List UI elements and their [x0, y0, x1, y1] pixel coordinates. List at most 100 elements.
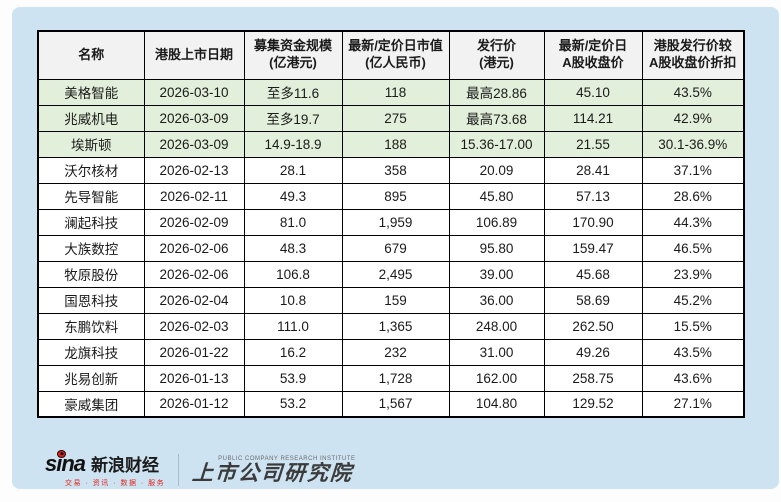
table-cell: 兆威机电 [37, 104, 145, 132]
table-cell: 14.9-18.9 [243, 130, 343, 158]
table-cell: 188 [341, 130, 450, 158]
table-cell: 895 [341, 182, 450, 210]
table-row: 牧原股份 2026-02-06 106.8 2,495 39.00 45.68 23.9% [37, 260, 745, 288]
research-institute-logo: PUBLIC COMPANY RESEARCH INSTITUTE 上市公司研究… [191, 454, 356, 486]
table-cell: 豪威集团 [37, 390, 145, 418]
table-cell: 2026-02-06 [143, 260, 245, 288]
hk-ipo-discount-table: 名称 港股上市日期 募集资金规模 (亿港元) 最新/定价日市值 (亿人民币) 发… [37, 30, 745, 418]
table-cell: 2026-02-13 [143, 156, 245, 184]
table-cell: 43.5% [641, 338, 745, 366]
table-cell: 95.80 [448, 234, 545, 262]
table-cell: 28.41 [543, 156, 643, 184]
table-row: 美格智能 2026-03-10 至多11.6 118 最高28.86 45.10 43.5% [37, 78, 745, 106]
table-cell: 118 [341, 78, 450, 106]
table-cell: 49.26 [543, 338, 643, 366]
table-cell: 2026-03-10 [143, 78, 245, 106]
table-cell: 43.5% [641, 78, 745, 106]
table-row: 龙旗科技 2026-01-22 16.2 232 31.00 49.26 43.5% [37, 338, 745, 366]
table-cell: 111.0 [243, 312, 343, 340]
institute-chinese-text: 上市公司研究院 [191, 461, 355, 485]
table-cell: 1,959 [341, 208, 450, 236]
table-cell: 2026-01-22 [143, 338, 245, 366]
table-cell: 679 [341, 234, 450, 262]
table-cell: 2026-02-11 [143, 182, 245, 210]
table-cell: 53.9 [243, 364, 343, 392]
table-cell: 10.8 [243, 286, 343, 314]
table-cell: 275 [341, 104, 450, 132]
table-row: 国恩科技 2026-02-04 10.8 159 36.00 58.69 45.2% [37, 286, 745, 314]
table-cell: 258.75 [543, 364, 643, 392]
table-cell: 2026-01-13 [143, 364, 245, 392]
content-card: 名称 港股上市日期 募集资金规模 (亿港元) 最新/定价日市值 (亿人民币) 发… [12, 7, 779, 489]
table-cell: 2026-02-06 [143, 234, 245, 262]
table-cell: 至多19.7 [243, 104, 343, 132]
sina-brand-text: 新浪财经 [91, 455, 160, 475]
table-cell: 45.80 [448, 182, 545, 210]
table-cell: 澜起科技 [37, 208, 145, 236]
table-cell: 232 [341, 338, 450, 366]
sina-logo-row: sina 新浪财经 [45, 449, 165, 476]
table-cell: 2026-02-09 [143, 208, 245, 236]
table-cell: 28.6% [641, 182, 745, 210]
table-cell: 31.00 [448, 338, 545, 366]
table-cell: 兆易创新 [37, 364, 145, 392]
table-cell: 43.6% [641, 364, 745, 392]
table-cell: 57.13 [543, 182, 643, 210]
table-cell: 2026-03-09 [143, 130, 245, 158]
table-row: 先导智能 2026-02-11 49.3 895 45.80 57.13 28.6% [37, 182, 745, 210]
table-cell: 49.3 [243, 182, 343, 210]
table-cell: 45.2% [641, 286, 745, 314]
table-cell: 先导智能 [37, 182, 145, 210]
sina-wordmark: sina [45, 449, 86, 476]
table-cell: 129.52 [543, 390, 643, 418]
table-cell: 162.00 [448, 364, 545, 392]
table-cell: 248.00 [448, 312, 545, 340]
table-cell: 沃尔核材 [37, 156, 145, 184]
table-row: 澜起科技 2026-02-09 81.0 1,959 106.89 170.90 44.3% [37, 208, 745, 236]
institute-english-text: PUBLIC COMPANY RESEARCH INSTITUTE [218, 455, 356, 462]
table-header: 名称 港股上市日期 募集资金规模 (亿港元) 最新/定价日市值 (亿人民币) 发… [37, 30, 745, 80]
table-cell: 20.09 [448, 156, 545, 184]
footer-logos: sina 新浪财经 交易 · 资讯 · 数据 · 服务 PUBLIC COMPA… [45, 448, 355, 492]
table-cell: 至多11.6 [243, 78, 343, 106]
sina-finance-logo: sina 新浪财经 交易 · 资讯 · 数据 · 服务 [45, 449, 165, 488]
table-row: 沃尔核材 2026-02-13 28.1 358 20.09 28.41 37.1% [37, 156, 745, 184]
table-cell: 埃斯顿 [37, 130, 145, 158]
table-row: 埃斯顿 2026-03-09 14.9-18.9 188 15.36-17.00 21.5… [37, 130, 745, 158]
table-cell: 46.5% [641, 234, 745, 262]
column-header-discount: 港股发行价较 A股收盘价折扣 [641, 30, 745, 80]
table-cell: 28.1 [243, 156, 343, 184]
table-cell: 58.69 [543, 286, 643, 314]
column-header-a-share-close: 最新/定价日 A股收盘价 [543, 30, 643, 80]
table-row: 兆易创新 2026-01-13 53.9 1,728 162.00 258.75 43.6% [37, 364, 745, 392]
table-cell: 39.00 [448, 260, 545, 288]
table-cell: 1,365 [341, 312, 450, 340]
table-cell: 104.80 [448, 390, 545, 418]
table-cell: 36.00 [448, 286, 545, 314]
table-cell: 45.10 [543, 78, 643, 106]
sina-eye-icon [57, 449, 66, 458]
table-row: 大族数控 2026-02-06 48.3 679 95.80 159.47 46.5% [37, 234, 745, 262]
table-cell: 最高73.68 [448, 104, 545, 132]
table-cell: 48.3 [243, 234, 343, 262]
table-cell: 106.89 [448, 208, 545, 236]
table-row: 兆威机电 2026-03-09 至多19.7 275 最高73.68 114.21 42.9… [37, 104, 745, 132]
table-cell: 170.90 [543, 208, 643, 236]
table-row: 东鹏饮料 2026-02-03 111.0 1,365 248.00 262.50 15.5… [37, 312, 745, 340]
column-header-listing-date: 港股上市日期 [143, 30, 245, 80]
table-cell: 114.21 [543, 104, 643, 132]
table-cell: 16.2 [243, 338, 343, 366]
table-cell: 15.36-17.00 [448, 130, 545, 158]
table-cell: 23.9% [641, 260, 745, 288]
table-cell: 国恩科技 [37, 286, 145, 314]
table-cell: 东鹏饮料 [37, 312, 145, 340]
table-cell: 27.1% [641, 390, 745, 418]
table-cell: 2026-01-12 [143, 390, 245, 418]
table-cell: 262.50 [543, 312, 643, 340]
table-cell: 37.1% [641, 156, 745, 184]
table-cell: 358 [341, 156, 450, 184]
column-header-funds-raised: 募集资金规模 (亿港元) [243, 30, 343, 80]
header-row: 名称 港股上市日期 募集资金规模 (亿港元) 最新/定价日市值 (亿人民币) 发… [37, 30, 745, 80]
table-cell: 大族数控 [37, 234, 145, 262]
table-cell: 106.8 [243, 260, 343, 288]
